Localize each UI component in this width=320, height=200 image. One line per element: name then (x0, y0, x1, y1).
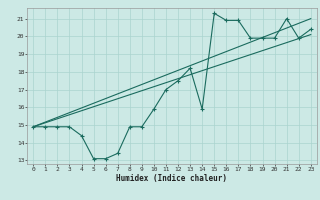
X-axis label: Humidex (Indice chaleur): Humidex (Indice chaleur) (116, 174, 228, 183)
